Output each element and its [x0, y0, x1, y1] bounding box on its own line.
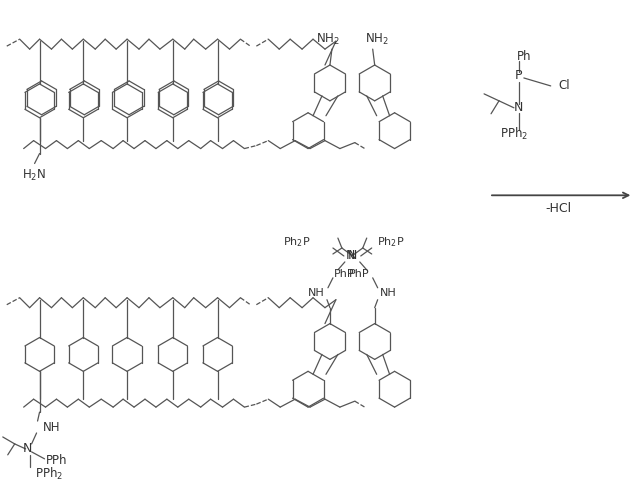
Text: N: N — [346, 250, 355, 262]
Text: Cl: Cl — [559, 80, 570, 92]
Text: PPh: PPh — [45, 454, 67, 468]
Text: NH$_2$: NH$_2$ — [316, 32, 340, 46]
Text: N: N — [348, 250, 357, 262]
Text: Ph$_2$P: Ph$_2$P — [376, 235, 404, 249]
Text: PhP: PhP — [334, 269, 355, 279]
Text: N: N — [514, 102, 524, 114]
Text: Ph: Ph — [517, 50, 531, 62]
Text: N: N — [23, 442, 33, 456]
Text: NH: NH — [308, 288, 325, 298]
Text: NH$_2$: NH$_2$ — [365, 32, 389, 46]
Text: P: P — [515, 70, 523, 82]
Text: NH: NH — [380, 288, 396, 298]
Text: NH: NH — [43, 420, 60, 434]
Text: PPh$_2$: PPh$_2$ — [34, 466, 63, 482]
Text: PhP: PhP — [349, 269, 369, 279]
Text: -HCl: -HCl — [545, 202, 572, 214]
Text: PPh$_2$: PPh$_2$ — [500, 126, 528, 142]
Text: H$_2$N: H$_2$N — [22, 168, 46, 183]
Text: Ph$_2$P: Ph$_2$P — [283, 235, 310, 249]
